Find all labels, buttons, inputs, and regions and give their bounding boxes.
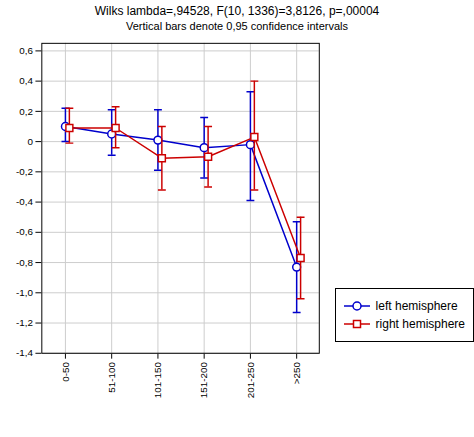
svg-text:-0,6: -0,6 [16, 226, 33, 237]
svg-text:101-150: 101-150 [152, 362, 163, 399]
svg-text:0,6: 0,6 [19, 45, 33, 56]
svg-text:0,2: 0,2 [19, 106, 33, 117]
svg-text:-1,4: -1,4 [16, 347, 33, 358]
svg-text:-1,2: -1,2 [16, 317, 33, 328]
svg-text:0-50: 0-50 [60, 362, 71, 382]
html-text:right hemisphere: right hemisphere [375, 316, 465, 331]
html-text:left hemisphere: left hemisphere [375, 298, 458, 313]
html-text:Vertical bars denote 0,95 conf: Vertical bars denote 0,95 confidence int… [126, 20, 348, 32]
html-text:Wilks lambda=,94528, F(10, 133: Wilks lambda=,94528, F(10, 1336)=3,8126,… [94, 4, 380, 18]
svg-text:0: 0 [27, 136, 33, 147]
svg-text:-0,4: -0,4 [16, 196, 33, 207]
svg-text:0,4: 0,4 [19, 75, 33, 86]
svg-text:51-100: 51-100 [106, 362, 117, 393]
svg-text:-1,0: -1,0 [16, 287, 33, 298]
svg-text:-0,8: -0,8 [16, 257, 33, 268]
svg-text:>250: >250 [291, 362, 302, 385]
svg-text:201-250: 201-250 [245, 362, 256, 399]
svg-text:151-200: 151-200 [198, 362, 209, 399]
svg-text:-0,2: -0,2 [16, 166, 33, 177]
